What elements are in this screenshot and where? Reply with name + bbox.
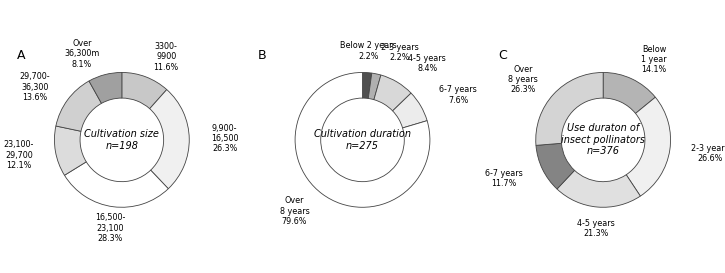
- Wedge shape: [603, 72, 655, 114]
- Text: 3300-
9900
11.6%: 3300- 9900 11.6%: [154, 42, 179, 72]
- Wedge shape: [536, 72, 603, 145]
- Text: C: C: [499, 49, 507, 62]
- Text: 29,700-
36,300
13.6%: 29,700- 36,300 13.6%: [20, 72, 50, 102]
- Text: B: B: [258, 49, 267, 62]
- Wedge shape: [149, 90, 189, 189]
- Wedge shape: [89, 72, 122, 103]
- Wedge shape: [362, 72, 372, 99]
- Text: 2-3 years
2.2%: 2-3 years 2.2%: [381, 43, 418, 63]
- Wedge shape: [626, 97, 671, 196]
- Wedge shape: [368, 73, 381, 100]
- Wedge shape: [557, 170, 640, 207]
- Text: Below
1 year
14.1%: Below 1 year 14.1%: [642, 44, 667, 74]
- Text: 6-7 years
11.7%: 6-7 years 11.7%: [485, 169, 523, 188]
- Text: Over
36,300m
8.1%: Over 36,300m 8.1%: [64, 39, 99, 69]
- Text: 16,500-
23,100
28.3%: 16,500- 23,100 28.3%: [95, 213, 125, 243]
- Wedge shape: [122, 72, 167, 109]
- Text: Below 2 years
2.2%: Below 2 years 2.2%: [340, 41, 397, 61]
- Text: 2-3 years
26.6%: 2-3 years 26.6%: [691, 144, 725, 163]
- Wedge shape: [65, 162, 168, 207]
- Wedge shape: [393, 93, 427, 128]
- Text: Over
8 years
79.6%: Over 8 years 79.6%: [280, 196, 310, 226]
- Wedge shape: [374, 75, 411, 111]
- Text: Over
8 years
26.3%: Over 8 years 26.3%: [508, 65, 538, 94]
- Text: 23,100-
29,700
12.1%: 23,100- 29,700 12.1%: [4, 140, 34, 170]
- Text: 9,900-
16,500
26.3%: 9,900- 16,500 26.3%: [211, 124, 239, 153]
- Wedge shape: [54, 126, 86, 175]
- Wedge shape: [295, 72, 430, 207]
- Text: Cultivation duration
n=275: Cultivation duration n=275: [314, 129, 411, 151]
- Wedge shape: [536, 143, 574, 189]
- Text: 4-5 years
21.3%: 4-5 years 21.3%: [577, 219, 615, 238]
- Text: Cultivation size
n=198: Cultivation size n=198: [84, 129, 160, 151]
- Text: 6-7 years
7.6%: 6-7 years 7.6%: [439, 85, 477, 105]
- Text: 4-5 years
8.4%: 4-5 years 8.4%: [408, 54, 446, 73]
- Text: Use duraton of
insect pollinators
n=376: Use duraton of insect pollinators n=376: [561, 123, 645, 156]
- Wedge shape: [56, 81, 102, 131]
- Text: A: A: [17, 49, 26, 62]
